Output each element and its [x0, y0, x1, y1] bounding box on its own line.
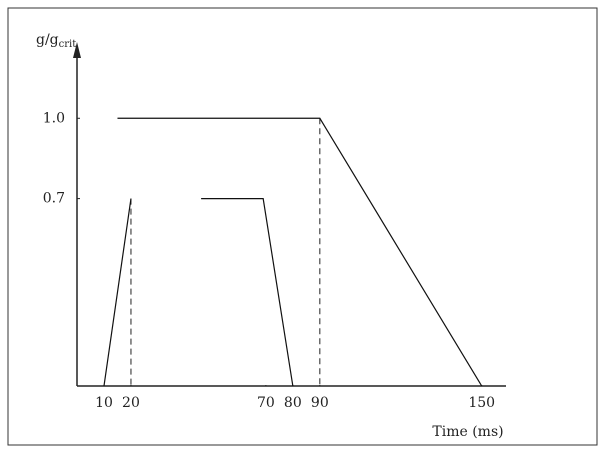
- x-tick-label: 80: [284, 395, 302, 411]
- frame: [7, 7, 598, 446]
- x-tick-label: 70: [257, 395, 275, 411]
- y-tick-label: 0.7: [43, 191, 65, 207]
- y-axis-arrow: [73, 42, 81, 58]
- data-line: [117, 117, 483, 387]
- data-line: [201, 197, 294, 387]
- x-tick-label: 10: [95, 395, 113, 411]
- x-tick-label: 150: [468, 395, 495, 411]
- data-line: [103, 198, 132, 387]
- y-label-subscript: crit: [59, 39, 77, 50]
- x-axis-label: Time (ms): [432, 424, 503, 440]
- y-tick-label: 1.0: [43, 110, 65, 126]
- y-axis-label: g/gcrit: [36, 32, 76, 50]
- x-tick-label: 90: [311, 395, 329, 411]
- y-label-main: g/g: [36, 32, 59, 48]
- x-tick-label: 20: [122, 395, 140, 411]
